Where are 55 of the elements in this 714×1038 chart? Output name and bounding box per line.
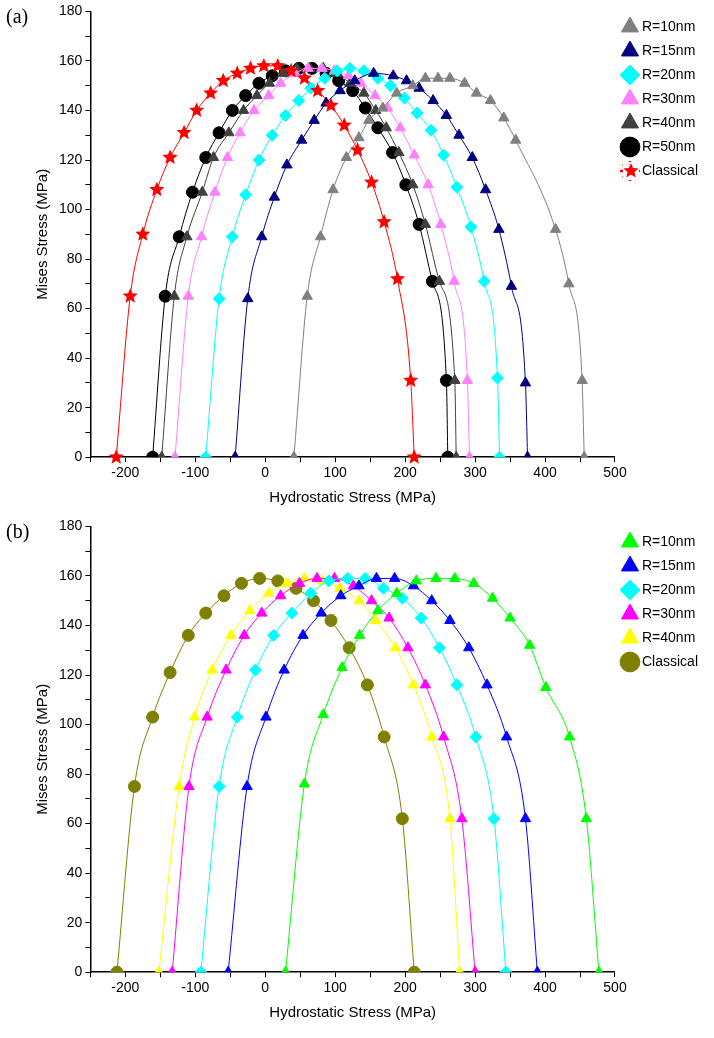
legend-label: R=15nm <box>641 556 696 573</box>
y-tick-label: 120 <box>59 150 83 167</box>
y-tick-label: 0 <box>74 963 83 980</box>
y-tick-label: 100 <box>59 715 83 732</box>
y-tick-label: 100 <box>59 200 83 217</box>
y-tick-label: 160 <box>59 566 83 583</box>
y-tick-label: 40 <box>66 348 83 365</box>
y-tick-label: 80 <box>66 249 83 266</box>
legend-label: R=20nm <box>641 65 696 82</box>
y-axis-title: Mises Stress (MPa) <box>33 168 51 300</box>
x-tick-label: -200 <box>111 979 140 996</box>
legend-label: R=30nm <box>641 89 696 106</box>
legend-label: Classical <box>641 652 698 669</box>
y-tick-label: 20 <box>66 398 83 415</box>
legend-label: R=10nm <box>641 17 696 34</box>
text: (a) <box>6 5 29 29</box>
y-tick-label: 60 <box>66 299 83 316</box>
y-tick-label: 80 <box>66 764 83 781</box>
y-tick-label: 120 <box>59 665 83 682</box>
x-tick-label: -100 <box>181 464 210 481</box>
x-tick-label: 100 <box>323 979 348 996</box>
legend-label: R=10nm <box>641 532 696 549</box>
y-tick-label: 0 <box>74 448 83 465</box>
legend-label: R=40nm <box>641 628 696 645</box>
legend-label: R=20nm <box>641 580 696 597</box>
y-tick-label: 180 <box>59 2 83 19</box>
x-axis-title: Hydrostatic Stress (MPa) <box>269 1003 437 1021</box>
y-tick-label: 180 <box>59 517 83 534</box>
x-tick-label: 100 <box>323 464 348 481</box>
x-tick-label: -200 <box>111 464 140 481</box>
x-tick-label: 300 <box>463 979 487 996</box>
x-tick-label: 500 <box>603 464 627 481</box>
y-axis-title: Mises Stress (MPa) <box>33 683 51 815</box>
y-tick-label: 140 <box>59 616 83 633</box>
y-tick-label: 60 <box>66 814 83 831</box>
legend-label: R=15nm <box>641 41 696 58</box>
legend-label: R=30nm <box>641 604 696 621</box>
x-tick-label: 500 <box>603 979 627 996</box>
y-tick-label: 160 <box>59 51 83 68</box>
x-tick-label: 0 <box>261 979 270 996</box>
y-tick-label: 20 <box>66 913 83 930</box>
x-tick-label: 0 <box>261 464 270 481</box>
x-tick-label: 300 <box>463 464 487 481</box>
legend-label: R=50nm <box>641 137 696 154</box>
legend-label: Classical <box>641 161 698 178</box>
x-tick-label: 400 <box>533 464 557 481</box>
x-axis-title: Hydrostatic Stress (MPa) <box>269 488 437 506</box>
legend-label: R=40nm <box>641 113 696 130</box>
y-tick-label: 40 <box>66 863 83 880</box>
x-tick-label: -100 <box>181 979 210 996</box>
x-tick-label: 200 <box>393 464 418 481</box>
x-tick-label: 200 <box>393 979 418 996</box>
x-tick-label: 400 <box>533 979 557 996</box>
text: (b) <box>6 520 30 544</box>
y-tick-label: 140 <box>59 101 83 118</box>
